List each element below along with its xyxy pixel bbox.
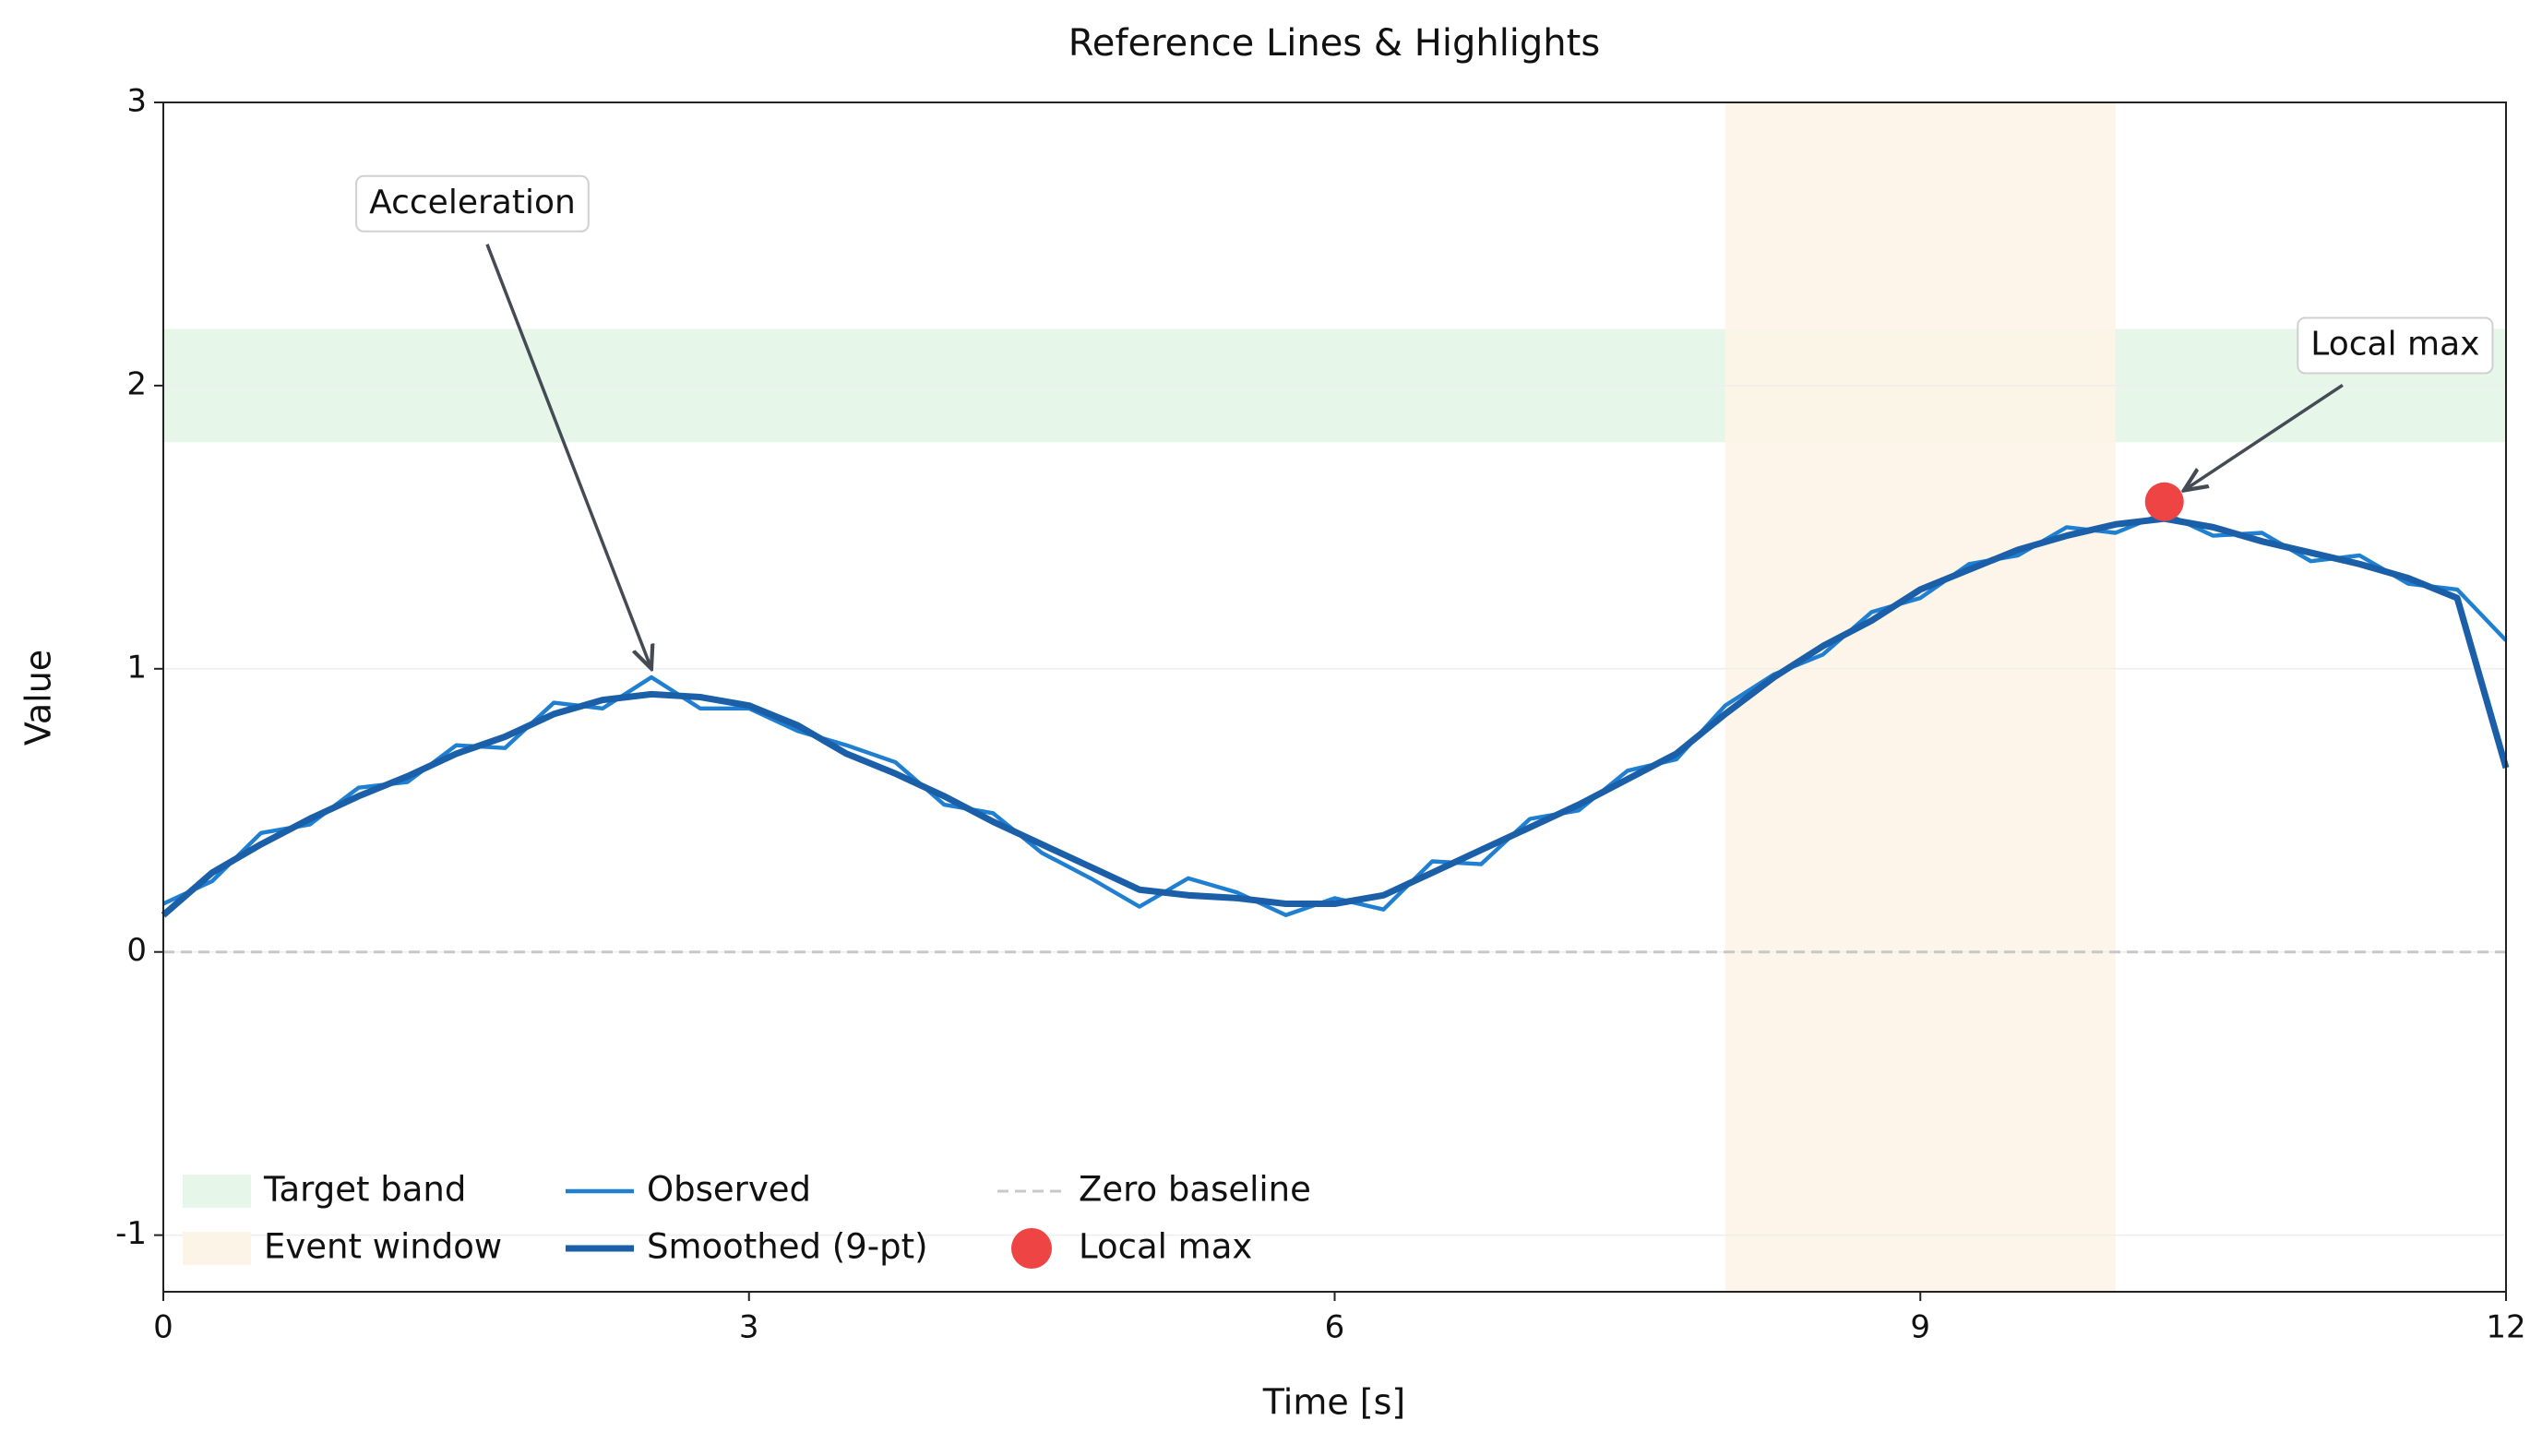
- x-tick-label: 6: [1325, 1309, 1345, 1346]
- annotation-arrow: [2184, 384, 2344, 490]
- legend-swatch: [183, 1232, 251, 1265]
- annotation-box: [355, 174, 590, 233]
- series-line: [161, 515, 2510, 918]
- x-tick-label: 9: [1910, 1309, 1930, 1346]
- annotation-text: Acceleration: [369, 184, 576, 221]
- x-axis-label: Time [s]: [1262, 1382, 1406, 1423]
- y-tick-label: 3: [126, 83, 147, 120]
- x-tick-label: 3: [739, 1309, 759, 1346]
- x-tick-label: 0: [153, 1309, 173, 1346]
- annotation-box: [2297, 316, 2494, 375]
- legend-label: Zero baseline: [1079, 1170, 1311, 1210]
- y-tick-label: 1: [126, 649, 147, 686]
- series-line: [162, 510, 2508, 918]
- chart-title: Reference Lines & Highlights: [1068, 22, 1600, 65]
- legend-label: Observed: [647, 1170, 811, 1210]
- legend-swatch: [183, 1175, 251, 1208]
- annotation-arrow: [485, 244, 651, 669]
- x-tick-label: 12: [2486, 1309, 2525, 1346]
- plot-frame: [162, 101, 2507, 1293]
- legend-label: Local max: [1079, 1227, 1252, 1267]
- local-max-marker: [2144, 482, 2184, 521]
- y-tick-label: 2: [126, 365, 147, 402]
- annotation-text: Local max: [2310, 325, 2479, 363]
- event-window: [1725, 102, 2116, 1292]
- legend-swatch: [1011, 1228, 1052, 1269]
- legend-label: Event window: [264, 1227, 502, 1267]
- legend: Target band Event window Observed Smoothed …: [183, 1170, 1311, 1269]
- y-tick-label: 0: [126, 932, 147, 969]
- legend-label: Smoothed (9-pt): [647, 1227, 928, 1267]
- y-axis-label: Value: [18, 650, 59, 746]
- legend-label: Target band: [263, 1170, 466, 1210]
- y-tick-label: -1: [115, 1215, 147, 1252]
